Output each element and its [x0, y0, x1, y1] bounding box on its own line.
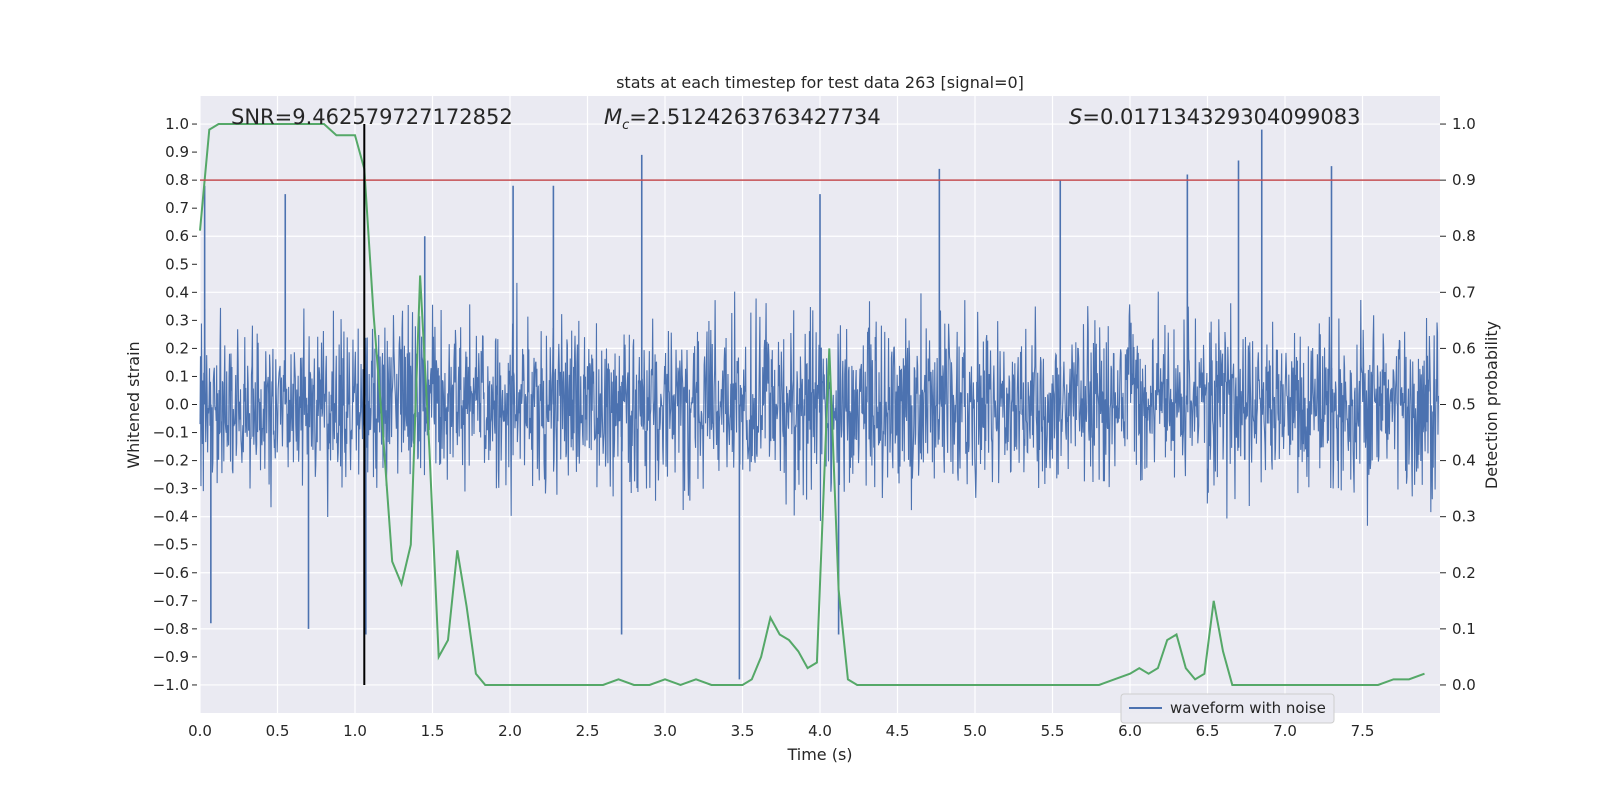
x-tick-label: 4.5: [886, 722, 910, 740]
x-tick-label: 5.0: [963, 722, 987, 740]
mc-annotation: Mc=2.5124263763427734: [604, 105, 881, 133]
x-tick-label: 7.5: [1351, 722, 1375, 740]
y-tick-label: 0.2: [165, 339, 189, 357]
y-tick-label: −0.2: [153, 452, 189, 470]
x-tick-label: 3.5: [731, 722, 755, 740]
y-tick-label: 0.3: [165, 311, 189, 329]
s-symbol: S: [1069, 105, 1082, 129]
x-axis-ticks: 0.0 0.5 1.0 1.5 2.0 2.5 3.0 3.5 4.0 4.5 5.0 5.5 6.0 6…: [188, 722, 1374, 740]
legend: waveform with noise: [1120, 693, 1335, 724]
y-tick-label: −0.1: [153, 424, 189, 442]
y-tick-label: −1.0: [153, 676, 189, 694]
y-tick-label: −0.8: [153, 620, 189, 638]
chart-title: stats at each timestep for test data 263…: [616, 73, 1024, 92]
snr-annotation: SNR=9.462579727172852: [231, 105, 513, 129]
x-tick-label: 7.0: [1273, 722, 1297, 740]
y2-tick-label: 0.3: [1452, 508, 1476, 526]
y2-tick-label: 0.2: [1452, 564, 1476, 582]
x-tick-label: 4.0: [808, 722, 832, 740]
probability-series: [199, 123, 1425, 687]
x-tick-label: 1.5: [421, 722, 445, 740]
y-tick-label: −0.7: [153, 592, 189, 610]
y2-tick-label: 0.8: [1452, 227, 1476, 245]
y2-tick-label: 0.1: [1452, 620, 1476, 638]
x-tick-label: 5.5: [1041, 722, 1065, 740]
mc-symbol: M: [604, 105, 622, 129]
y-tick-label: −0.3: [153, 480, 189, 498]
probability-line: [199, 123, 1425, 687]
x-tick-label: 2.5: [576, 722, 600, 740]
y2-tick-label: 0.5: [1452, 396, 1476, 414]
y-tick-label: 1.0: [165, 115, 189, 133]
y-tick-label: 0.6: [165, 227, 189, 245]
y2-tick-label: 0.4: [1452, 452, 1476, 470]
y-tick-label: −0.6: [153, 564, 189, 582]
mc-value: =2.5124263763427734: [629, 105, 880, 129]
y2-axis-label: Detection probability: [1482, 321, 1501, 489]
y-tick-label: 0.4: [165, 283, 189, 301]
y-tick-label: 0.0: [165, 396, 189, 414]
legend-box: [1120, 693, 1335, 724]
mc-subscript: c: [622, 118, 629, 133]
y2-tick-label: 0.6: [1452, 339, 1476, 357]
x-tick-label: 0.0: [188, 722, 212, 740]
y2-tick-label: 0.7: [1452, 283, 1476, 301]
y2-tick-label: 0.9: [1452, 171, 1476, 189]
x-tick-label: 1.0: [343, 722, 367, 740]
y-tick-label: 0.7: [165, 199, 189, 217]
y-tick-label: 0.9: [165, 143, 189, 161]
x-tick-label: 6.5: [1196, 722, 1220, 740]
x-axis-label: Time (s): [786, 745, 852, 764]
y-tick-label: 0.5: [165, 255, 189, 273]
x-tick-label: 2.0: [498, 722, 522, 740]
y-axis-ticks: 1.0 0.9 0.8 0.7 0.6 0.5 0.4 0.3 0.2 0.1 0.0 −0.1 −0.…: [153, 115, 197, 694]
x-tick-label: 0.5: [266, 722, 290, 740]
s-value: =0.017134329304099083: [1082, 105, 1360, 129]
y-tick-label: −0.9: [153, 648, 189, 666]
y-tick-label: −0.5: [153, 536, 189, 554]
y-tick-label: −0.4: [153, 508, 189, 526]
y-tick-label: 0.1: [165, 367, 189, 385]
y2-axis-ticks: 1.0 0.9 0.8 0.7 0.6 0.5 0.4 0.3 0.2 0.1 0.0: [1440, 115, 1476, 694]
s-annotation: S=0.017134329304099083: [1069, 105, 1360, 129]
y2-tick-label: 0.0: [1452, 676, 1476, 694]
x-tick-label: 6.0: [1118, 722, 1142, 740]
waveform-series: [199, 129, 1439, 680]
x-tick-label: 3.0: [653, 722, 677, 740]
y-tick-label: 0.8: [165, 171, 189, 189]
legend-label-waveform: waveform with noise: [1170, 699, 1326, 717]
y-axis-label: Whitened strain: [124, 341, 143, 468]
y2-tick-label: 1.0: [1452, 115, 1476, 133]
